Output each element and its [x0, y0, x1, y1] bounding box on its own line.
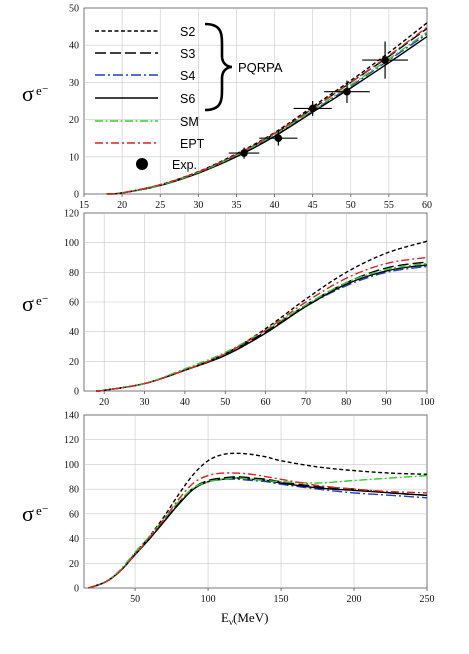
series-line-s3: [88, 476, 428, 589]
legend-label-s6: S6: [180, 92, 195, 106]
y-tick-label: 100: [64, 460, 79, 471]
y-tick-label: 20: [69, 357, 79, 368]
x-tick-label: 20: [117, 200, 127, 211]
y-tick-label: 80: [69, 268, 79, 279]
panel-top: 0 10 20 30 40 50 15 20 25 30 35 40 45 50 55 60 σ e⁻ S2 …: [22, 4, 432, 212]
legend-label-s2: S2: [180, 25, 195, 39]
x-tick-label: 40: [270, 200, 280, 211]
series-line-s2: [96, 240, 428, 392]
y-axis-label-bottom: σ: [22, 501, 34, 526]
legend-label-s3: S3: [180, 47, 195, 61]
x-tick-label: 60: [422, 200, 432, 211]
legend: S2 S3 S4 S6 SM EPT Exp. PQRPA: [95, 22, 283, 172]
series-line-sm: [96, 262, 428, 392]
x-tick-label: 55: [384, 200, 394, 211]
series-line-s4: [96, 265, 428, 392]
y-tick-label: 60: [69, 509, 79, 520]
x-tick-label: 200: [347, 594, 362, 605]
y-tick-label: 40: [69, 41, 79, 52]
exp-point: [343, 87, 351, 96]
plot-frame-top: [83, 7, 428, 195]
series-line-ept: [88, 472, 428, 589]
x-tick-label: 60: [261, 397, 271, 408]
series-line-s2: [88, 452, 428, 589]
x-tick-label: 80: [341, 397, 351, 408]
x-tick-label: 40: [180, 397, 190, 408]
x-tick-label: 15: [79, 200, 89, 211]
series-line-s4: [88, 478, 428, 589]
legend-label-s4: S4: [180, 69, 195, 83]
y-tick-label: 0: [74, 584, 79, 595]
series-line-ept: [96, 256, 428, 392]
x-tick-label: 50: [220, 397, 230, 408]
series-line-s3: [106, 27, 428, 195]
x-tick-label: 30: [140, 397, 150, 408]
x-tick-label: 50: [346, 200, 356, 211]
legend-brace: [204, 22, 233, 112]
legend-label-sm: SM: [180, 115, 199, 129]
series-line-s3: [96, 261, 428, 392]
x-tick-label: 45: [308, 200, 318, 211]
exp-point: [240, 149, 248, 157]
panel-middle: 0 20 40 60 80 100 120 20 30 40 50 60 70 80 90 100 σ e⁻: [22, 209, 435, 409]
legend-label-ept: EPT: [180, 137, 205, 151]
y-tick-label: 20: [69, 115, 79, 126]
y-axis-label-sub-bottom: e⁻: [36, 503, 49, 518]
y-tick-label: 10: [69, 152, 79, 163]
x-tick-label: 70: [301, 397, 311, 408]
exp-point: [274, 134, 283, 142]
y-tick-label: 80: [69, 485, 79, 496]
y-tick-label: 100: [64, 238, 79, 249]
x-tick-label: 30: [193, 200, 203, 211]
x-tick-label: 20: [99, 397, 109, 408]
legend-group-label: PQRPA: [238, 60, 283, 75]
x-tick-label: 25: [155, 200, 165, 211]
y-axis-label-sub-top: e⁻: [36, 83, 49, 98]
y-tick-label: 50: [69, 4, 79, 15]
legend-marker-exp: [136, 158, 148, 170]
y-axis-label-sub-middle: e⁻: [36, 293, 49, 308]
y-tick-label: 0: [74, 387, 79, 398]
x-tick-label: 100: [420, 397, 435, 408]
y-tick-label: 60: [69, 298, 79, 309]
y-axis-label-top: σ: [22, 81, 34, 106]
plot-frame-bottom: [83, 414, 428, 589]
y-tick-label: 20: [69, 559, 79, 570]
y-tick-label: 30: [69, 78, 79, 89]
y-tick-label: 120: [64, 209, 79, 220]
y-tick-label: 120: [64, 435, 79, 446]
series-line-s4: [106, 33, 428, 195]
x-tick-label: 100: [201, 594, 216, 605]
series-line-sm: [106, 31, 428, 195]
series-line-ept: [106, 26, 428, 195]
y-tick-label: 40: [69, 534, 79, 545]
panel-bottom: 0 20 40 60 80 100 120 140 50 100 150 200 250 σ e⁻ Eν…: [22, 411, 435, 628]
x-tick-label: 50: [130, 594, 140, 605]
exp-point: [308, 104, 317, 113]
x-tick-label: 35: [231, 200, 241, 211]
y-axis-label-middle: σ: [22, 291, 34, 316]
y-tick-label: 0: [74, 190, 79, 201]
x-tick-label: 90: [382, 397, 392, 408]
legend-label-exp: Exp.: [172, 158, 197, 172]
x-tick-label: 250: [420, 594, 435, 605]
series-line-s2: [106, 22, 428, 195]
x-axis-label: Eν(MeV): [221, 610, 268, 627]
y-tick-label: 40: [69, 327, 79, 338]
series-line-s6: [96, 264, 428, 392]
series-line-sm: [88, 474, 428, 589]
exp-point: [381, 56, 389, 64]
y-tick-label: 140: [64, 411, 79, 422]
x-tick-label: 150: [274, 594, 289, 605]
